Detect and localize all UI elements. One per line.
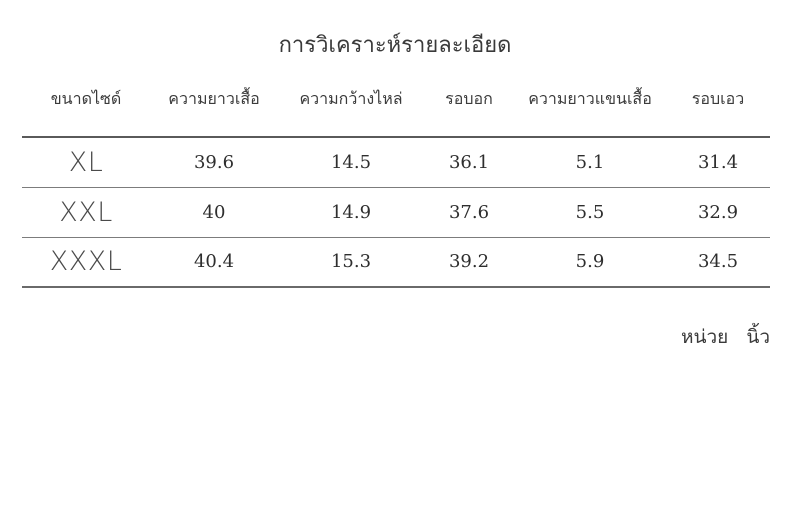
column-header-chest: รอบอก	[445, 89, 493, 108]
cell-shoulder-width: 15.3	[278, 236, 424, 288]
cell-shoulder-width: 14.5	[278, 136, 424, 187]
cell-waist: 34.5	[666, 236, 770, 288]
size-chart-table: ขนาดไซด์ ความยาวเสื้อ ความกว้างไหล่ รอบอ…	[22, 88, 770, 288]
cell-sleeve-length: 5.9	[514, 236, 666, 288]
unit-note: หน่วย นิ้ว	[0, 322, 770, 352]
table-header-row: ขนาดไซด์ ความยาวเสื้อ ความกว้างไหล่ รอบอ…	[22, 88, 770, 137]
cell-chest: 36.1	[424, 136, 514, 187]
table-body: XL 39.6 14.5 36.1 5.1 31.4 XXL 40 14.9 3…	[22, 136, 770, 288]
cell-shoulder-width: 14.9	[278, 186, 424, 237]
cell-body-length: 39.6	[150, 136, 278, 187]
cell-size: XXL	[22, 186, 150, 237]
unit-value: นิ้ว	[746, 326, 770, 348]
column-header-shoulder-width: ความกว้างไหล่	[299, 89, 403, 108]
column-header-waist: รอบเอว	[691, 89, 745, 108]
size-chart-table-wrapper: ขนาดไซด์ ความยาวเสื้อ ความกว้างไหล่ รอบอ…	[22, 88, 770, 288]
cell-waist: 32.9	[666, 186, 770, 237]
cell-chest: 37.6	[424, 186, 514, 237]
cell-sleeve-length: 5.5	[514, 186, 666, 237]
cell-chest: 39.2	[424, 236, 514, 288]
page-title: การวิเคราะห์รายละเอียด	[278, 33, 512, 58]
cell-body-length: 40	[150, 186, 278, 237]
cell-size: XL	[22, 136, 150, 187]
column-header-size: ขนาดไซด์	[50, 89, 122, 108]
table-row: XXL 40 14.9 37.6 5.5 32.9	[22, 186, 770, 237]
table-row: XL 39.6 14.5 36.1 5.1 31.4	[22, 136, 770, 187]
cell-sleeve-length: 5.1	[514, 136, 666, 187]
column-header-body-length: ความยาวเสื้อ	[168, 89, 260, 108]
table-row: XXXL 40.4 15.3 39.2 5.9 34.5	[22, 236, 770, 288]
cell-size: XXXL	[22, 236, 150, 288]
column-header-sleeve-length: ความยาวแขนเสื้อ	[528, 89, 652, 108]
cell-waist: 31.4	[666, 136, 770, 187]
table-header: ขนาดไซด์ ความยาวเสื้อ ความกว้างไหล่ รอบอ…	[22, 88, 770, 137]
cell-body-length: 40.4	[150, 236, 278, 288]
unit-label: หน่วย	[681, 326, 729, 348]
